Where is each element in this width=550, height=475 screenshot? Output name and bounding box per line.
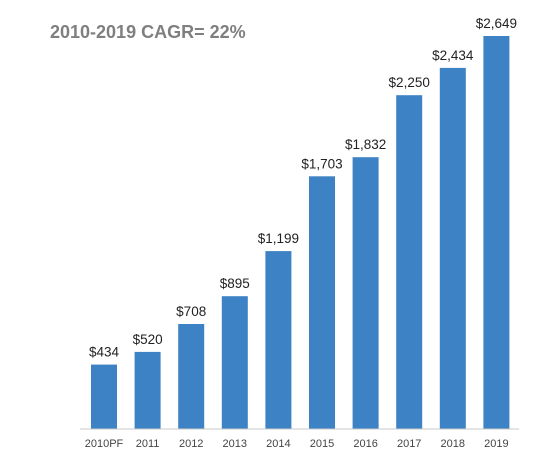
x-tick-label-2013: 2013: [223, 438, 247, 450]
data-label-2012: $708: [176, 304, 206, 319]
x-tick-label-2010PF: 2010PF: [85, 438, 124, 450]
x-tick-label-2016: 2016: [353, 438, 377, 450]
bars-group: [91, 36, 510, 430]
data-label-2011: $520: [133, 332, 163, 347]
bar-2016: [352, 157, 379, 429]
bar-2015: [309, 176, 335, 429]
bar-2018: [439, 67, 466, 430]
x-tick-label-2018: 2018: [441, 438, 465, 450]
data-labels-group: $434 $520 $708 $895 $1,199 $1,703$1,832 $2,250…: [89, 16, 517, 360]
x-tick-label-2015: 2015: [310, 438, 334, 450]
x-tick-labels-group: 2010PF 2011 2012 2013 2014 2015 2016 2017 2018 20…: [85, 438, 509, 450]
data-label-2010PF: $434: [89, 345, 120, 360]
bar-2013: [221, 296, 248, 429]
x-tick-label-2019: 2019: [484, 438, 508, 450]
data-label-2017: $2,250: [389, 75, 430, 90]
bar-2010PF: [91, 364, 117, 429]
bar-2011: [134, 351, 161, 429]
chart-title: 2010-2019 CAGR= 22%: [50, 22, 246, 42]
data-label-2018: $2,434: [432, 48, 474, 63]
data-label-2019: $2,649: [476, 16, 517, 31]
bar-2019: [483, 36, 510, 429]
data-label-2014: $1,199: [258, 231, 299, 246]
bar-2012: [178, 324, 205, 429]
data-label-2015: $1,703: [301, 156, 342, 171]
x-tick-label-2011: 2011: [136, 438, 160, 450]
bar-2014: [265, 251, 292, 429]
bar-2017: [396, 95, 423, 429]
x-tick-label-2014: 2014: [266, 438, 290, 450]
x-tick-label-2012: 2012: [179, 438, 203, 450]
data-label-2016: $1,832: [345, 137, 386, 152]
x-tick-label-2017: 2017: [397, 438, 421, 450]
data-label-2013: $895: [220, 276, 250, 291]
